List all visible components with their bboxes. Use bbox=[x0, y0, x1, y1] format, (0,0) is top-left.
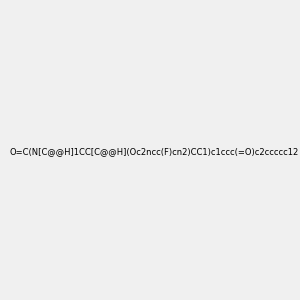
Text: O=C(N[C@@H]1CC[C@@H](Oc2ncc(F)cn2)CC1)c1ccc(=O)c2ccccc12: O=C(N[C@@H]1CC[C@@H](Oc2ncc(F)cn2)CC1)c1… bbox=[9, 147, 298, 156]
